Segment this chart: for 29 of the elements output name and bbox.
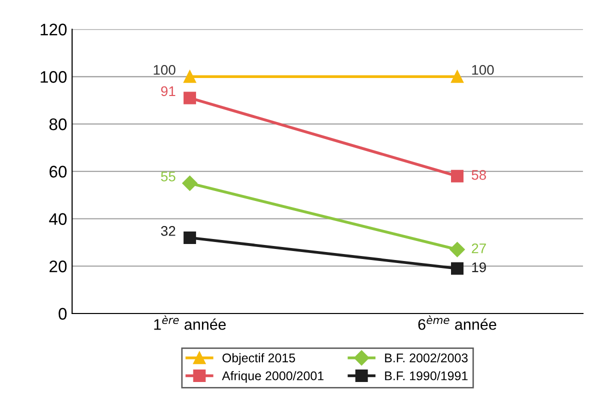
y-tick-label: 100 [40, 71, 67, 83]
data-label: 100 [154, 64, 176, 75]
y-tick-label: 40 [49, 213, 67, 225]
point [451, 262, 464, 275]
point [450, 242, 465, 258]
y-tick-label: 60 [50, 166, 67, 178]
data-label: 55 [161, 172, 176, 182]
y-tick-label: 80 [49, 118, 67, 130]
y-tick-label: 0 [58, 308, 67, 320]
point [182, 176, 198, 191]
legend-label: Afrique 2000/2001 [222, 371, 324, 383]
data-label: 27 [472, 243, 486, 254]
data-label: 91 [161, 86, 176, 96]
data-label: 58 [472, 170, 486, 180]
point [451, 170, 464, 182]
legend-label: B.F. 2002/2003 [385, 353, 468, 362]
x-tick-label: 1$^{ère}$ année [154, 315, 226, 330]
point [451, 70, 464, 83]
y-tick-label: 20 [50, 260, 67, 272]
data-label: 100 [472, 64, 494, 75]
point [184, 70, 196, 83]
point [184, 231, 196, 244]
x-tick-label: 6$^{ème}$ année [418, 315, 496, 330]
y-tick-label: 120 [40, 24, 67, 36]
data-label: 32 [160, 226, 176, 236]
legend-label: Objectif 2015 [222, 353, 296, 365]
data-label: 19 [472, 262, 486, 272]
point [184, 92, 196, 104]
legend-label: B.F. 1990/1991 [385, 371, 468, 380]
